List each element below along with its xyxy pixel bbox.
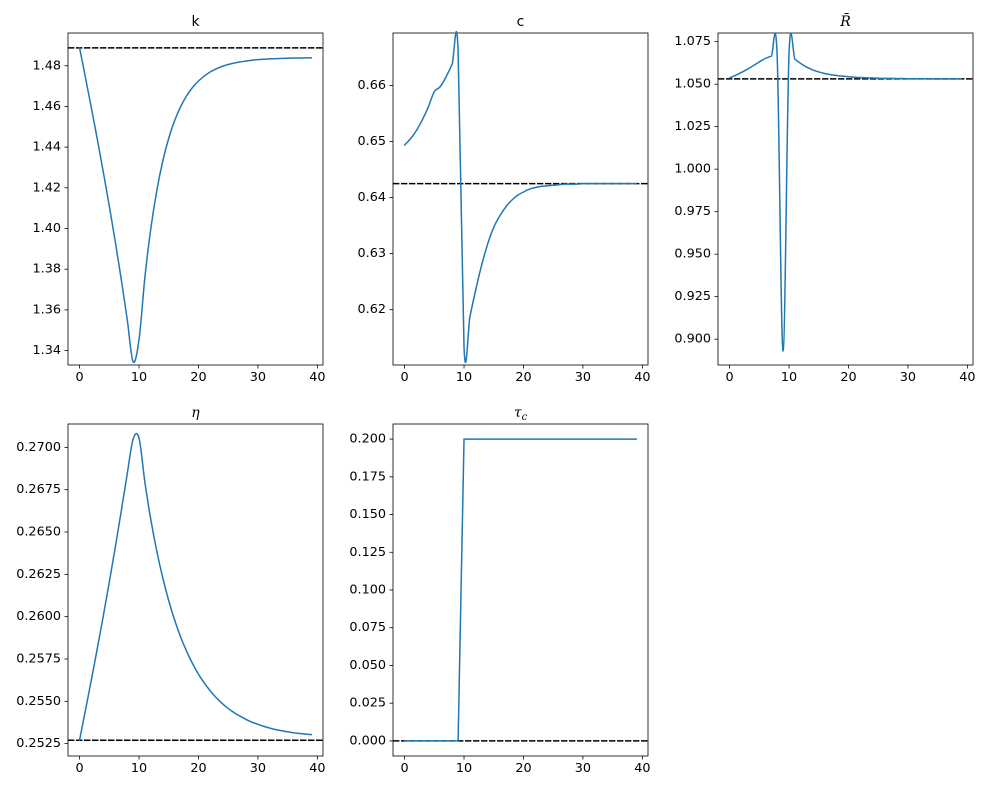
- axes-frame: [392, 32, 649, 366]
- y-tick-label: 0.2700: [16, 440, 61, 455]
- x-tick-label: 10: [131, 761, 147, 776]
- x-tick-label: 20: [515, 761, 531, 776]
- y-tick-label: 1.42: [33, 180, 62, 195]
- y-tick-label: 0.050: [349, 658, 386, 673]
- x-tick-label: 0: [401, 370, 409, 385]
- y-tick-label: 0.65: [358, 134, 387, 149]
- axes-frame: [392, 423, 649, 757]
- y-tick-label: 1.40: [33, 221, 62, 236]
- y-tick-label: 0.62: [358, 302, 387, 317]
- y-tick-label: 0.175: [349, 469, 386, 484]
- subplot-title-Rbar: R̄: [839, 12, 851, 30]
- y-tick-label: 0.950: [674, 247, 711, 262]
- x-tick-label: 40: [959, 370, 975, 385]
- subplot-title-k: k: [191, 14, 200, 30]
- y-tick-label: 1.48: [33, 58, 62, 73]
- x-tick-label: 30: [900, 370, 916, 385]
- y-tick-label: 0.64: [358, 190, 387, 205]
- x-tick-label: 40: [309, 761, 325, 776]
- y-tick-label: 1.38: [33, 262, 62, 277]
- x-tick-label: 10: [456, 761, 472, 776]
- y-tick-label: 1.025: [674, 119, 711, 134]
- y-tick-label: 0.100: [349, 583, 386, 598]
- y-tick-label: 0.2575: [16, 651, 61, 666]
- data-series-eta: [78, 432, 313, 741]
- subplot-k: 1.34 1.36 1.38 1.40 1.42 1.44 1.46 1.48 0 10 20 30 4…: [6, 7, 337, 395]
- y-tick-label: 0.925: [674, 289, 711, 304]
- x-tick-label: 30: [575, 370, 591, 385]
- y-tick-label: 0.2550: [16, 694, 61, 709]
- x-tick-label: 0: [401, 761, 409, 776]
- x-tick-label: 40: [634, 761, 650, 776]
- axes-frame: [67, 423, 324, 757]
- subplot-Rbar: 0.900 0.925 0.950 0.975 1.000 1.025 1.050 1.075…: [656, 7, 987, 395]
- x-tick-label: 0: [76, 370, 84, 385]
- x-tick-label: 0: [76, 761, 84, 776]
- x-tick-label: 40: [634, 370, 650, 385]
- y-tick-label: 0.000: [349, 733, 386, 748]
- y-tick-label: 0.025: [349, 696, 386, 711]
- y-tick-label: 1.36: [33, 302, 62, 317]
- x-tick-label: 30: [250, 761, 266, 776]
- y-tick-label: 1.46: [33, 99, 62, 114]
- y-tick-label: 0.125: [349, 545, 386, 560]
- y-tick-label: 0.200: [349, 432, 386, 447]
- y-tick-label: 0.900: [674, 332, 711, 347]
- y-tick-label: 0.975: [674, 204, 711, 219]
- x-tick-label: 10: [781, 370, 797, 385]
- subplot-title-eta: η: [191, 405, 200, 421]
- y-tick-label: 0.2525: [16, 736, 61, 751]
- x-tick-label: 20: [840, 370, 856, 385]
- y-tick-label: 0.150: [349, 507, 386, 522]
- y-tick-label: 1.050: [674, 77, 711, 92]
- data-series-Rbar: [728, 32, 963, 352]
- data-series-c: [403, 30, 638, 364]
- y-tick-label: 0.2650: [16, 525, 61, 540]
- y-tick-label: 1.075: [674, 34, 711, 49]
- x-tick-label: 30: [575, 761, 591, 776]
- y-tick-label: 0.2600: [16, 609, 61, 624]
- x-tick-label: 30: [250, 370, 266, 385]
- subplot-title-c: c: [517, 14, 525, 30]
- x-tick-label: 20: [515, 370, 531, 385]
- subplot-title-tau_c: τc: [514, 405, 528, 423]
- y-tick-label: 0.2625: [16, 567, 61, 582]
- y-tick-label: 0.2675: [16, 482, 61, 497]
- y-tick-label: 1.34: [33, 343, 62, 358]
- axes-frame: [67, 32, 324, 366]
- x-tick-label: 0: [726, 370, 734, 385]
- subplot-c: 0.62 0.63 0.64 0.65 0.66 0 10 20 30 40 c: [331, 7, 662, 395]
- y-tick-label: 0.63: [358, 246, 387, 261]
- x-tick-label: 40: [309, 370, 325, 385]
- subplot-eta: 0.2525 0.2550 0.2575 0.2600 0.2625 0.2650 0.26…: [6, 398, 337, 786]
- data-series-k: [78, 47, 313, 364]
- y-tick-label: 0.66: [358, 78, 387, 93]
- axes-frame: [717, 32, 974, 366]
- x-tick-label: 20: [190, 761, 206, 776]
- data-series-tau_c: [403, 438, 638, 742]
- y-tick-label: 0.075: [349, 620, 386, 635]
- y-tick-label: 1.000: [674, 162, 711, 177]
- x-tick-label: 10: [456, 370, 472, 385]
- x-tick-label: 20: [190, 370, 206, 385]
- y-tick-label: 1.44: [33, 140, 62, 155]
- subplot-tau_c: 0.000 0.025 0.050 0.075 0.100 0.125 0.150 0.175…: [331, 398, 662, 786]
- x-tick-label: 10: [131, 370, 147, 385]
